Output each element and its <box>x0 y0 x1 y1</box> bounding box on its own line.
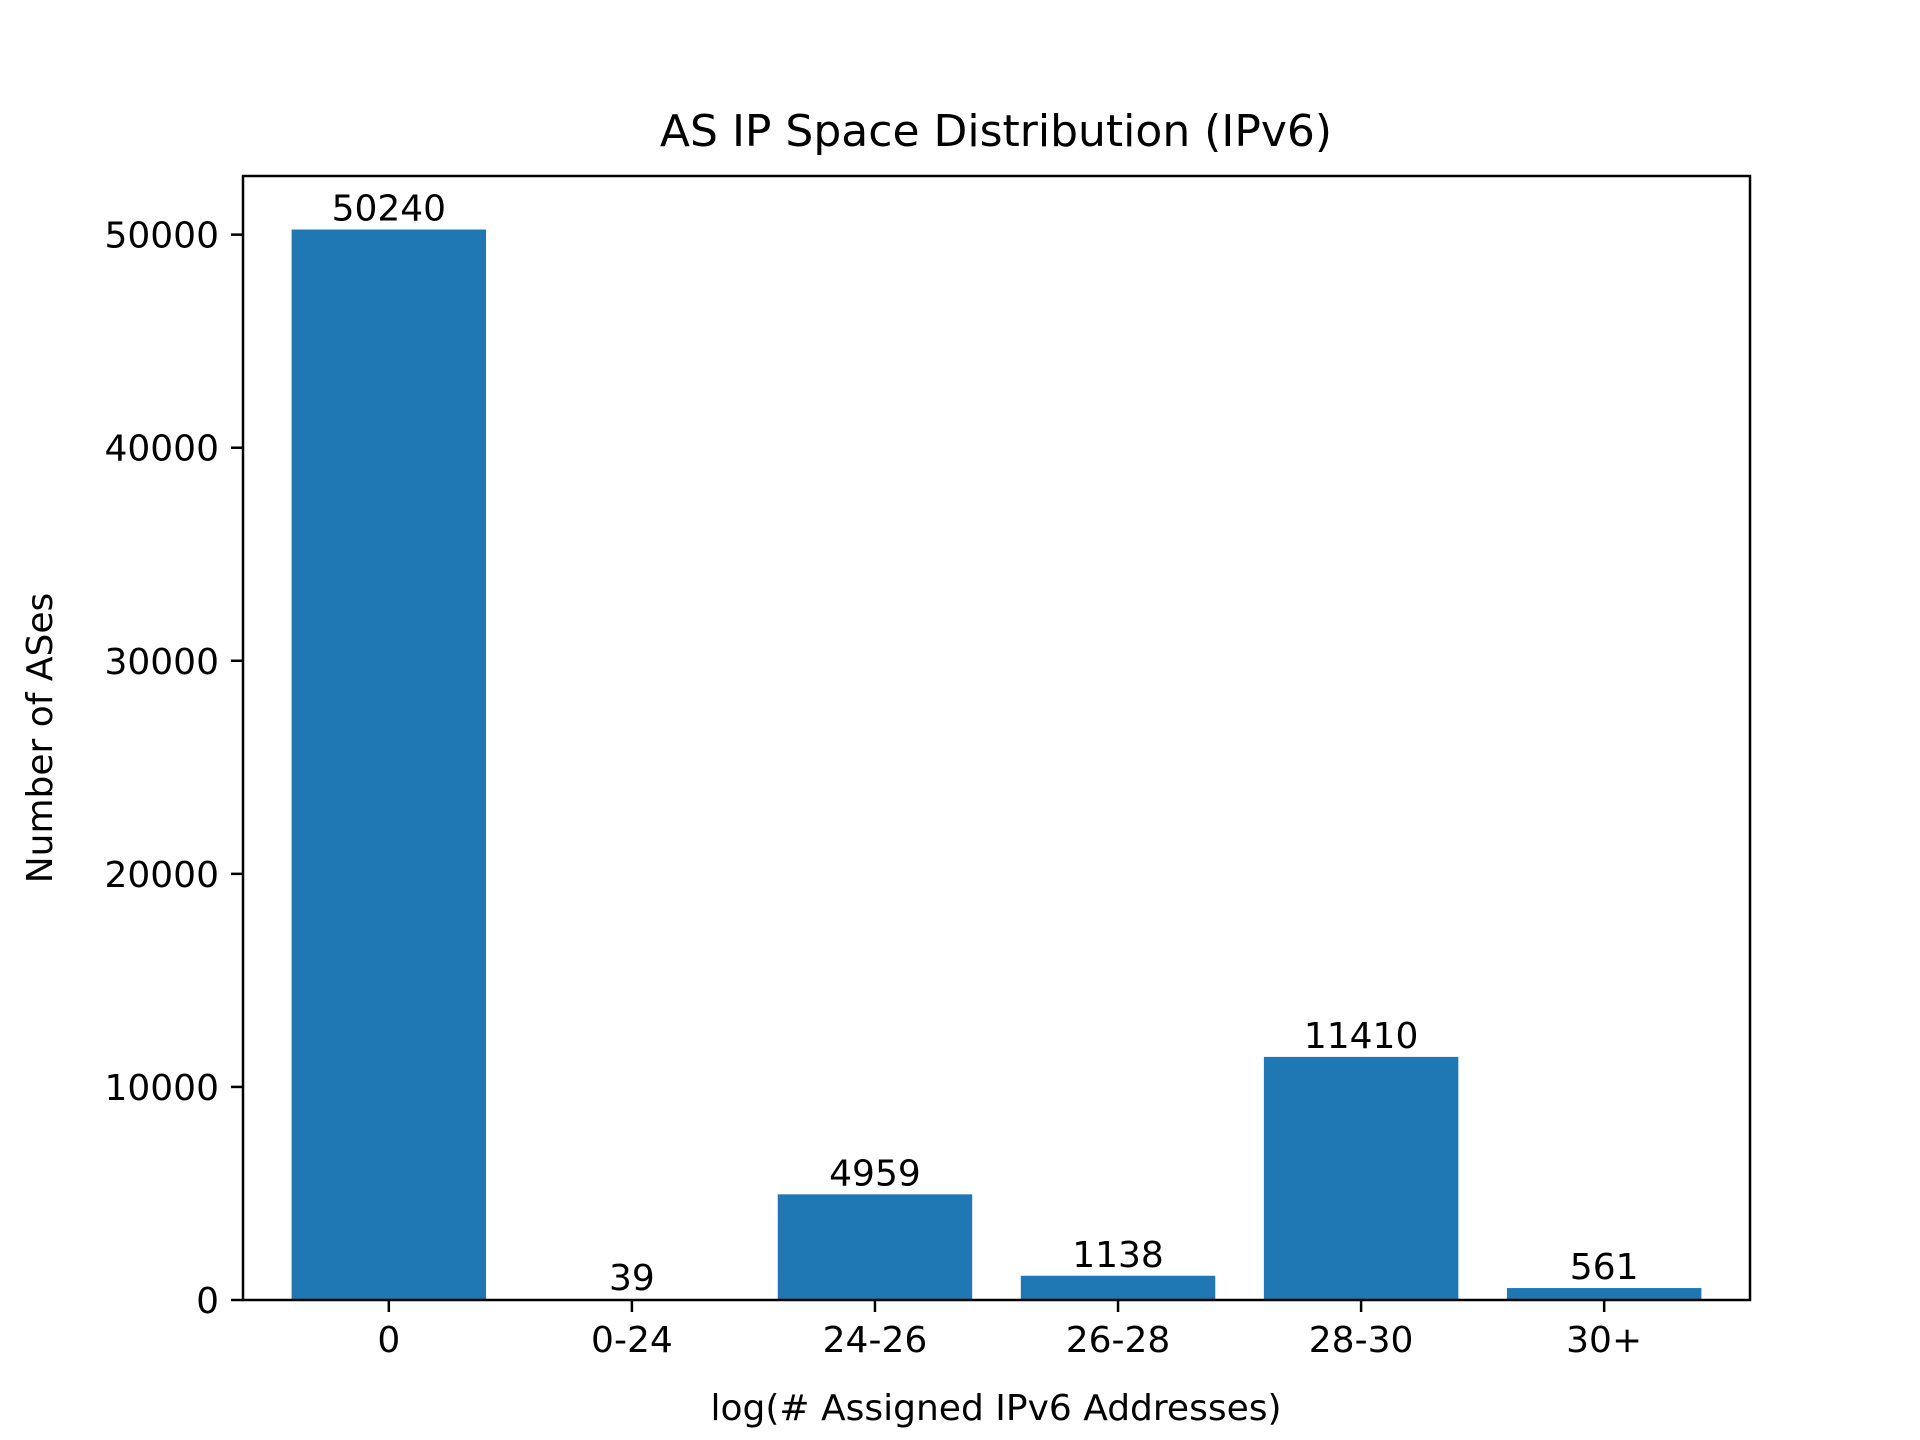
x-axis: 0 0-24 24-26 26-28 28-30 30+ <box>377 1300 1642 1361</box>
x-tick-label: 0-24 <box>591 1320 673 1361</box>
y-tick-label: 0 <box>196 1281 219 1322</box>
y-tick-label: 20000 <box>104 855 219 896</box>
x-axis-label: log(# Assigned IPv6 Addresses) <box>710 1388 1281 1429</box>
bar-28-30 <box>1263 1056 1459 1300</box>
bar-30+ <box>1506 1288 1702 1300</box>
x-tick-label: 26-28 <box>1066 1320 1171 1361</box>
y-tick-label: 50000 <box>104 216 219 257</box>
value-labels-layer: 50240 39 4959 1138 11410 561 <box>332 189 1639 1300</box>
bar-value-label: 4959 <box>829 1153 921 1194</box>
bar-24-26 <box>777 1194 973 1300</box>
y-axis-label: Number of ASes <box>20 593 61 884</box>
plot-frame <box>241 174 1752 1302</box>
bar-value-label: 39 <box>609 1258 655 1299</box>
bar-26-28 <box>1020 1275 1216 1300</box>
bar-value-label: 561 <box>1570 1247 1639 1288</box>
chart-title: AS IP Space Distribution (IPv6) <box>660 106 1332 157</box>
x-tick-label: 28-30 <box>1309 1320 1414 1361</box>
y-tick-label: 40000 <box>104 429 219 470</box>
bar-value-label: 50240 <box>332 189 447 230</box>
x-tick-label: 30+ <box>1566 1320 1642 1361</box>
x-tick-label: 24-26 <box>823 1320 928 1361</box>
x-tick-label: 0 <box>377 1320 400 1361</box>
y-tick-label: 10000 <box>104 1068 219 1109</box>
bar-0 <box>291 229 487 1300</box>
y-tick-label: 30000 <box>104 642 219 683</box>
bar-value-label: 1138 <box>1072 1235 1164 1276</box>
bar-value-label: 11410 <box>1304 1016 1419 1057</box>
bars-layer <box>291 229 1702 1300</box>
y-axis: 0 10000 20000 30000 40000 50000 <box>104 216 243 1322</box>
